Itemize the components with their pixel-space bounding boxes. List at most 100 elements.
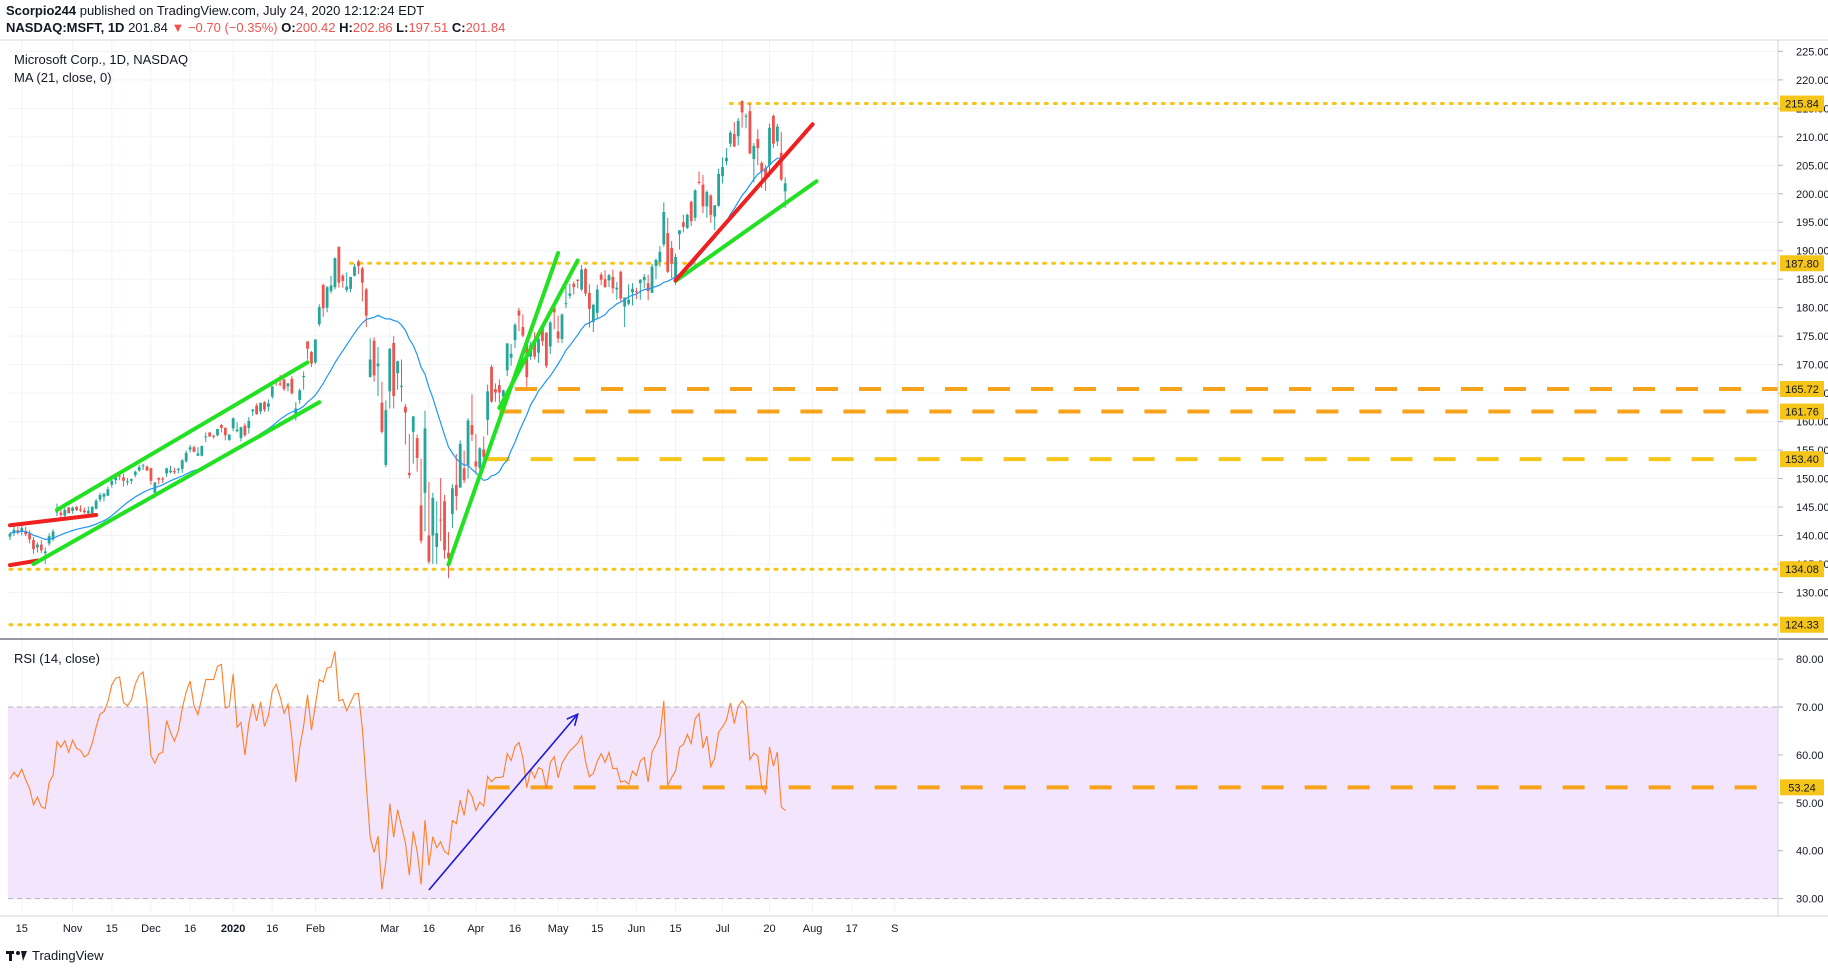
rsi-line [9,651,786,890]
candle-body [482,449,486,457]
candle [775,123,779,146]
candle-body [450,488,454,514]
main-legend-title[interactable]: Microsoft Corp., 1D, NASDAQ [14,52,189,67]
candle-body [443,501,446,551]
candle [141,463,145,470]
candle [580,264,583,292]
time-tick-label: 16 [509,923,521,935]
candle-body [458,443,462,488]
candle [748,103,752,155]
candle-body [470,424,474,435]
price-level-label-box [1780,95,1824,112]
time-tick-label: 16 [184,923,196,935]
moving-average-line [9,156,786,541]
candle-body [548,322,552,347]
candle-body [255,405,259,415]
candle-body [670,247,674,264]
candle [697,171,701,185]
candle-body [290,378,294,394]
candle [713,205,717,231]
price-axis[interactable]: 130.00135.00140.00145.00150.00155.00160.… [1778,46,1828,906]
candle-body [783,183,787,192]
publish-line: Scorpio244 published on TradingView.com,… [6,2,505,19]
candle [615,282,619,300]
candle [474,434,478,474]
candle [173,467,176,474]
candle-body [760,163,764,172]
candle-body [59,512,63,515]
trendline-red [8,512,99,528]
candle-body [635,291,638,293]
candle-body [310,352,313,364]
down-arrow-icon: ▼ [171,20,185,35]
candle-body [447,552,450,559]
candle-body [353,266,356,276]
candle [200,445,204,457]
rsi-legend[interactable]: RSI (14, close) [14,651,100,666]
trendline-green [673,179,819,283]
trendline-red [8,558,40,568]
candle [94,499,98,510]
candle-body [775,126,779,142]
trendlines[interactable] [8,122,819,891]
time-axis[interactable]: 15 Nov 15 Dec 16 2020 16 Feb Mar 16 Apr 16 May 15 Jun 1… [16,923,899,935]
candle-body [588,292,591,309]
publisher-name[interactable]: Scorpio244 [6,3,77,18]
candle [486,384,490,436]
candle-body [196,453,200,456]
candle-body [114,476,118,481]
candle-body [396,361,399,374]
rsi-tick-label: 30.00 [1796,894,1824,906]
rsi-trendline-blue [428,713,579,891]
candle [255,403,259,415]
candle-body [118,475,122,477]
tradingview-brand[interactable]: TradingView [32,948,104,963]
candle [368,338,372,378]
candle [693,189,697,222]
candle [407,434,411,479]
candle-body [560,314,564,339]
candle [325,286,329,313]
candle [560,313,564,343]
candle [145,465,149,472]
candle-body [666,233,670,272]
price-tick-label: 185.00 [1796,274,1828,286]
candle [732,122,736,148]
candle-body [744,115,748,117]
candle [380,381,384,434]
candle [98,492,102,502]
candle-body [631,288,634,293]
candle [631,283,634,306]
rsi-level-label-box [1780,779,1824,796]
candle [772,114,775,149]
price-level-label: 134.08 [1785,564,1819,576]
candle-body [517,310,521,316]
candle [627,284,630,306]
candle [517,307,521,332]
time-tick-label: May [548,923,569,935]
rsi-band-fill [8,707,1778,899]
candle [372,337,376,382]
time-tick-label: 16 [266,923,278,935]
time-tick-label: 15 [106,923,118,935]
candle-body [638,279,642,284]
candle [494,383,497,402]
tradingview-logo-icon[interactable] [6,949,28,963]
candle-body [220,424,223,428]
candle-body [435,533,439,547]
candle-body [678,230,681,235]
candle-body [294,408,298,415]
time-tick-label: 15 [591,923,603,935]
candle-body [270,386,274,397]
candle-body [176,468,180,470]
ma-legend[interactable]: MA (21, close, 0) [14,70,112,85]
candle [544,332,548,369]
open-label: O: [281,20,296,35]
candle-body [341,275,345,281]
close-value: 201.84 [465,20,506,35]
candle-body [28,533,31,540]
candle-body [627,299,630,304]
candle-body [642,276,646,281]
candle-body [541,327,544,342]
